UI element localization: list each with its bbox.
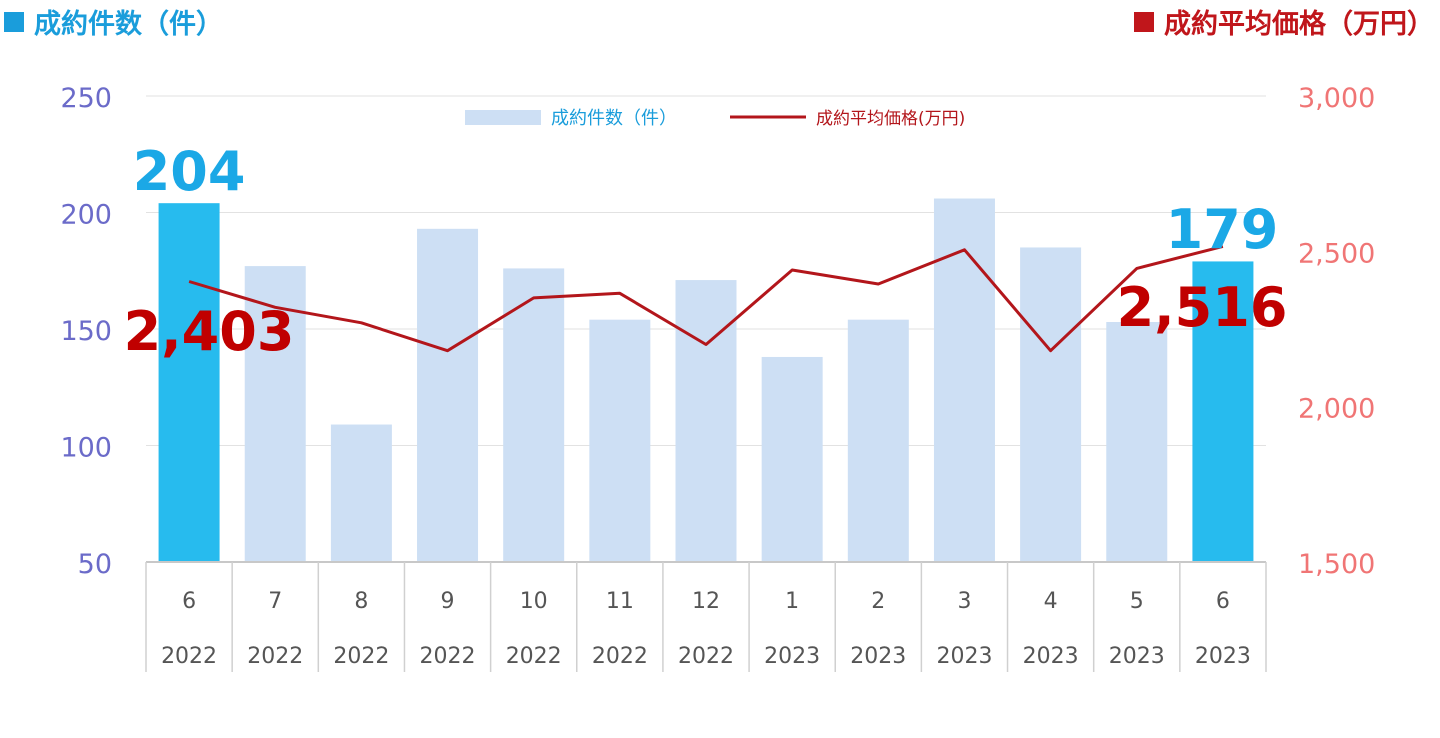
x-axis-month-label: 6 xyxy=(182,589,196,614)
right-axis-tick-label: 3,000 xyxy=(1298,83,1375,114)
x-axis-month-label: 7 xyxy=(268,589,282,614)
x-axis-year-label: 2022 xyxy=(592,644,648,669)
bar xyxy=(1192,261,1254,562)
price-line xyxy=(188,244,1224,353)
left-axis-tick-label: 100 xyxy=(60,433,112,464)
x-axis-month-label: 3 xyxy=(957,589,971,614)
bar-value-label: 179 xyxy=(1166,198,1279,261)
x-axis-year-label: 2023 xyxy=(764,644,820,669)
x-axis-year-label: 2022 xyxy=(333,644,389,669)
x-axis-month-label: 5 xyxy=(1130,589,1144,614)
x-axis-year-label: 2023 xyxy=(1023,644,1079,669)
x-axis-month-label: 1 xyxy=(785,589,799,614)
right-axis-header: 成約平均価格（万円） xyxy=(1134,2,1434,41)
x-axis-month-label: 2 xyxy=(871,589,885,614)
right-axis-tick-label: 1,500 xyxy=(1298,549,1375,580)
line-value-label: 2,516 xyxy=(1117,276,1288,339)
bar xyxy=(158,203,220,562)
left-axis-tick-label: 50 xyxy=(78,549,112,580)
right-axis-tick-label: 2,500 xyxy=(1298,238,1375,269)
right-axis-header-text: 成約平均価格（万円） xyxy=(1164,9,1434,40)
x-axis-year-label: 2022 xyxy=(420,644,476,669)
bar xyxy=(244,266,306,562)
x-axis-year-label: 2022 xyxy=(247,644,303,669)
x-axis-year-label: 2022 xyxy=(678,644,734,669)
left-axis-tick-label: 150 xyxy=(60,316,112,347)
bar xyxy=(417,228,479,562)
x-axis-month-label: 9 xyxy=(441,589,455,614)
x-axis-month-label: 8 xyxy=(354,589,368,614)
x-axis-year-label: 2022 xyxy=(506,644,562,669)
bar xyxy=(761,356,823,562)
bar xyxy=(1106,322,1168,562)
x-axis-month-label: 6 xyxy=(1216,589,1230,614)
red-square-icon xyxy=(1134,12,1154,32)
blue-square-icon xyxy=(4,12,24,32)
right-axis-tick-label: 2,000 xyxy=(1298,394,1375,425)
x-axis-year-label: 2023 xyxy=(1195,644,1251,669)
x-axis-year-label: 2023 xyxy=(1109,644,1165,669)
x-axis-month-label: 11 xyxy=(606,589,634,614)
bar xyxy=(503,268,565,562)
x-axis-month-label: 10 xyxy=(520,589,548,614)
bar-value-label: 204 xyxy=(133,140,246,203)
left-axis-header-text: 成約件数（件） xyxy=(34,9,223,40)
x-axis-year-label: 2023 xyxy=(850,644,906,669)
bar xyxy=(330,424,392,562)
left-axis-tick-label: 200 xyxy=(60,200,112,231)
left-axis-header: 成約件数（件） xyxy=(4,2,223,41)
bar xyxy=(589,319,651,562)
legend-bar-label: 成約件数（件） xyxy=(551,108,677,129)
x-axis-year-label: 2022 xyxy=(161,644,217,669)
legend-line-label: 成約平均価格(万円) xyxy=(816,109,965,129)
x-axis-month-label: 12 xyxy=(692,589,720,614)
bar xyxy=(1020,247,1082,562)
line-value-label: 2,403 xyxy=(124,300,295,363)
x-axis-month-label: 4 xyxy=(1044,589,1058,614)
left-axis-tick-label: 250 xyxy=(60,83,112,114)
bar xyxy=(675,280,737,562)
legend-bar-swatch xyxy=(465,110,541,125)
bar xyxy=(847,319,909,562)
x-axis-year-label: 2023 xyxy=(936,644,992,669)
bar xyxy=(933,198,995,562)
